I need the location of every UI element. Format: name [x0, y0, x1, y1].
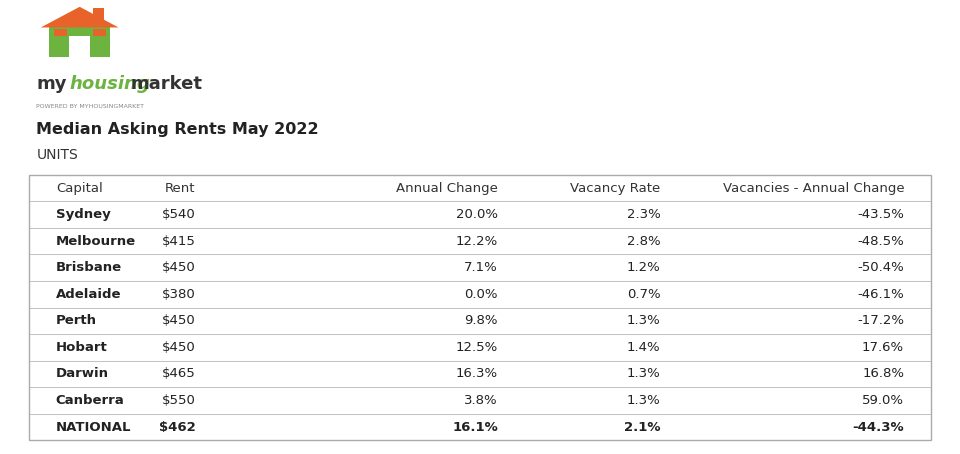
- Text: Sydney: Sydney: [56, 208, 110, 221]
- Text: NATIONAL: NATIONAL: [56, 420, 132, 434]
- Text: 16.3%: 16.3%: [456, 367, 498, 380]
- Text: Vacancies - Annual Change: Vacancies - Annual Change: [723, 182, 904, 195]
- Text: POWERED BY MYHOUSINGMARKET: POWERED BY MYHOUSINGMARKET: [36, 104, 144, 109]
- Text: 2.3%: 2.3%: [627, 208, 660, 221]
- Text: $380: $380: [162, 288, 196, 301]
- Text: -48.5%: -48.5%: [857, 235, 904, 248]
- Text: 2.8%: 2.8%: [627, 235, 660, 248]
- Text: Rent: Rent: [165, 182, 196, 195]
- Text: $540: $540: [162, 208, 196, 221]
- Text: $450: $450: [162, 341, 196, 354]
- Text: $415: $415: [162, 235, 196, 248]
- Text: 1.3%: 1.3%: [627, 367, 660, 380]
- Text: Adelaide: Adelaide: [56, 288, 121, 301]
- Polygon shape: [50, 27, 109, 57]
- Text: 16.8%: 16.8%: [862, 367, 904, 380]
- Text: -17.2%: -17.2%: [857, 314, 904, 327]
- Text: -50.4%: -50.4%: [857, 261, 904, 274]
- Text: 20.0%: 20.0%: [456, 208, 498, 221]
- Text: 12.5%: 12.5%: [456, 341, 498, 354]
- Text: -46.1%: -46.1%: [857, 288, 904, 301]
- Text: 1.3%: 1.3%: [627, 314, 660, 327]
- Text: 16.1%: 16.1%: [452, 420, 498, 434]
- Text: Brisbane: Brisbane: [56, 261, 122, 274]
- Text: Hobart: Hobart: [56, 341, 108, 354]
- Text: 7.1%: 7.1%: [465, 261, 498, 274]
- Text: housing: housing: [69, 74, 150, 93]
- Text: 2.1%: 2.1%: [624, 420, 660, 434]
- Text: Vacancy Rate: Vacancy Rate: [570, 182, 660, 195]
- Text: Melbourne: Melbourne: [56, 235, 136, 248]
- Text: $450: $450: [162, 261, 196, 274]
- Polygon shape: [92, 29, 106, 36]
- Text: 17.6%: 17.6%: [862, 341, 904, 354]
- Text: Canberra: Canberra: [56, 394, 125, 407]
- Text: Capital: Capital: [56, 182, 103, 195]
- Text: $550: $550: [162, 394, 196, 407]
- Text: 0.7%: 0.7%: [627, 288, 660, 301]
- Text: market: market: [131, 74, 203, 93]
- Text: 1.4%: 1.4%: [627, 341, 660, 354]
- Text: 12.2%: 12.2%: [456, 235, 498, 248]
- Text: 1.2%: 1.2%: [627, 261, 660, 274]
- Text: 9.8%: 9.8%: [465, 314, 498, 327]
- Text: Perth: Perth: [56, 314, 97, 327]
- Text: 0.0%: 0.0%: [465, 288, 498, 301]
- Text: my: my: [36, 74, 67, 93]
- Text: $462: $462: [159, 420, 196, 434]
- Text: $450: $450: [162, 314, 196, 327]
- Text: -43.5%: -43.5%: [857, 208, 904, 221]
- Text: 59.0%: 59.0%: [862, 394, 904, 407]
- Polygon shape: [92, 8, 104, 23]
- Polygon shape: [40, 7, 119, 27]
- Polygon shape: [54, 29, 66, 36]
- Text: Darwin: Darwin: [56, 367, 108, 380]
- Text: UNITS: UNITS: [36, 148, 78, 162]
- Polygon shape: [69, 36, 90, 57]
- Text: -44.3%: -44.3%: [852, 420, 904, 434]
- Text: 3.8%: 3.8%: [465, 394, 498, 407]
- Text: 1.3%: 1.3%: [627, 394, 660, 407]
- Text: Annual Change: Annual Change: [396, 182, 498, 195]
- Text: $465: $465: [162, 367, 196, 380]
- Text: Median Asking Rents May 2022: Median Asking Rents May 2022: [36, 122, 319, 137]
